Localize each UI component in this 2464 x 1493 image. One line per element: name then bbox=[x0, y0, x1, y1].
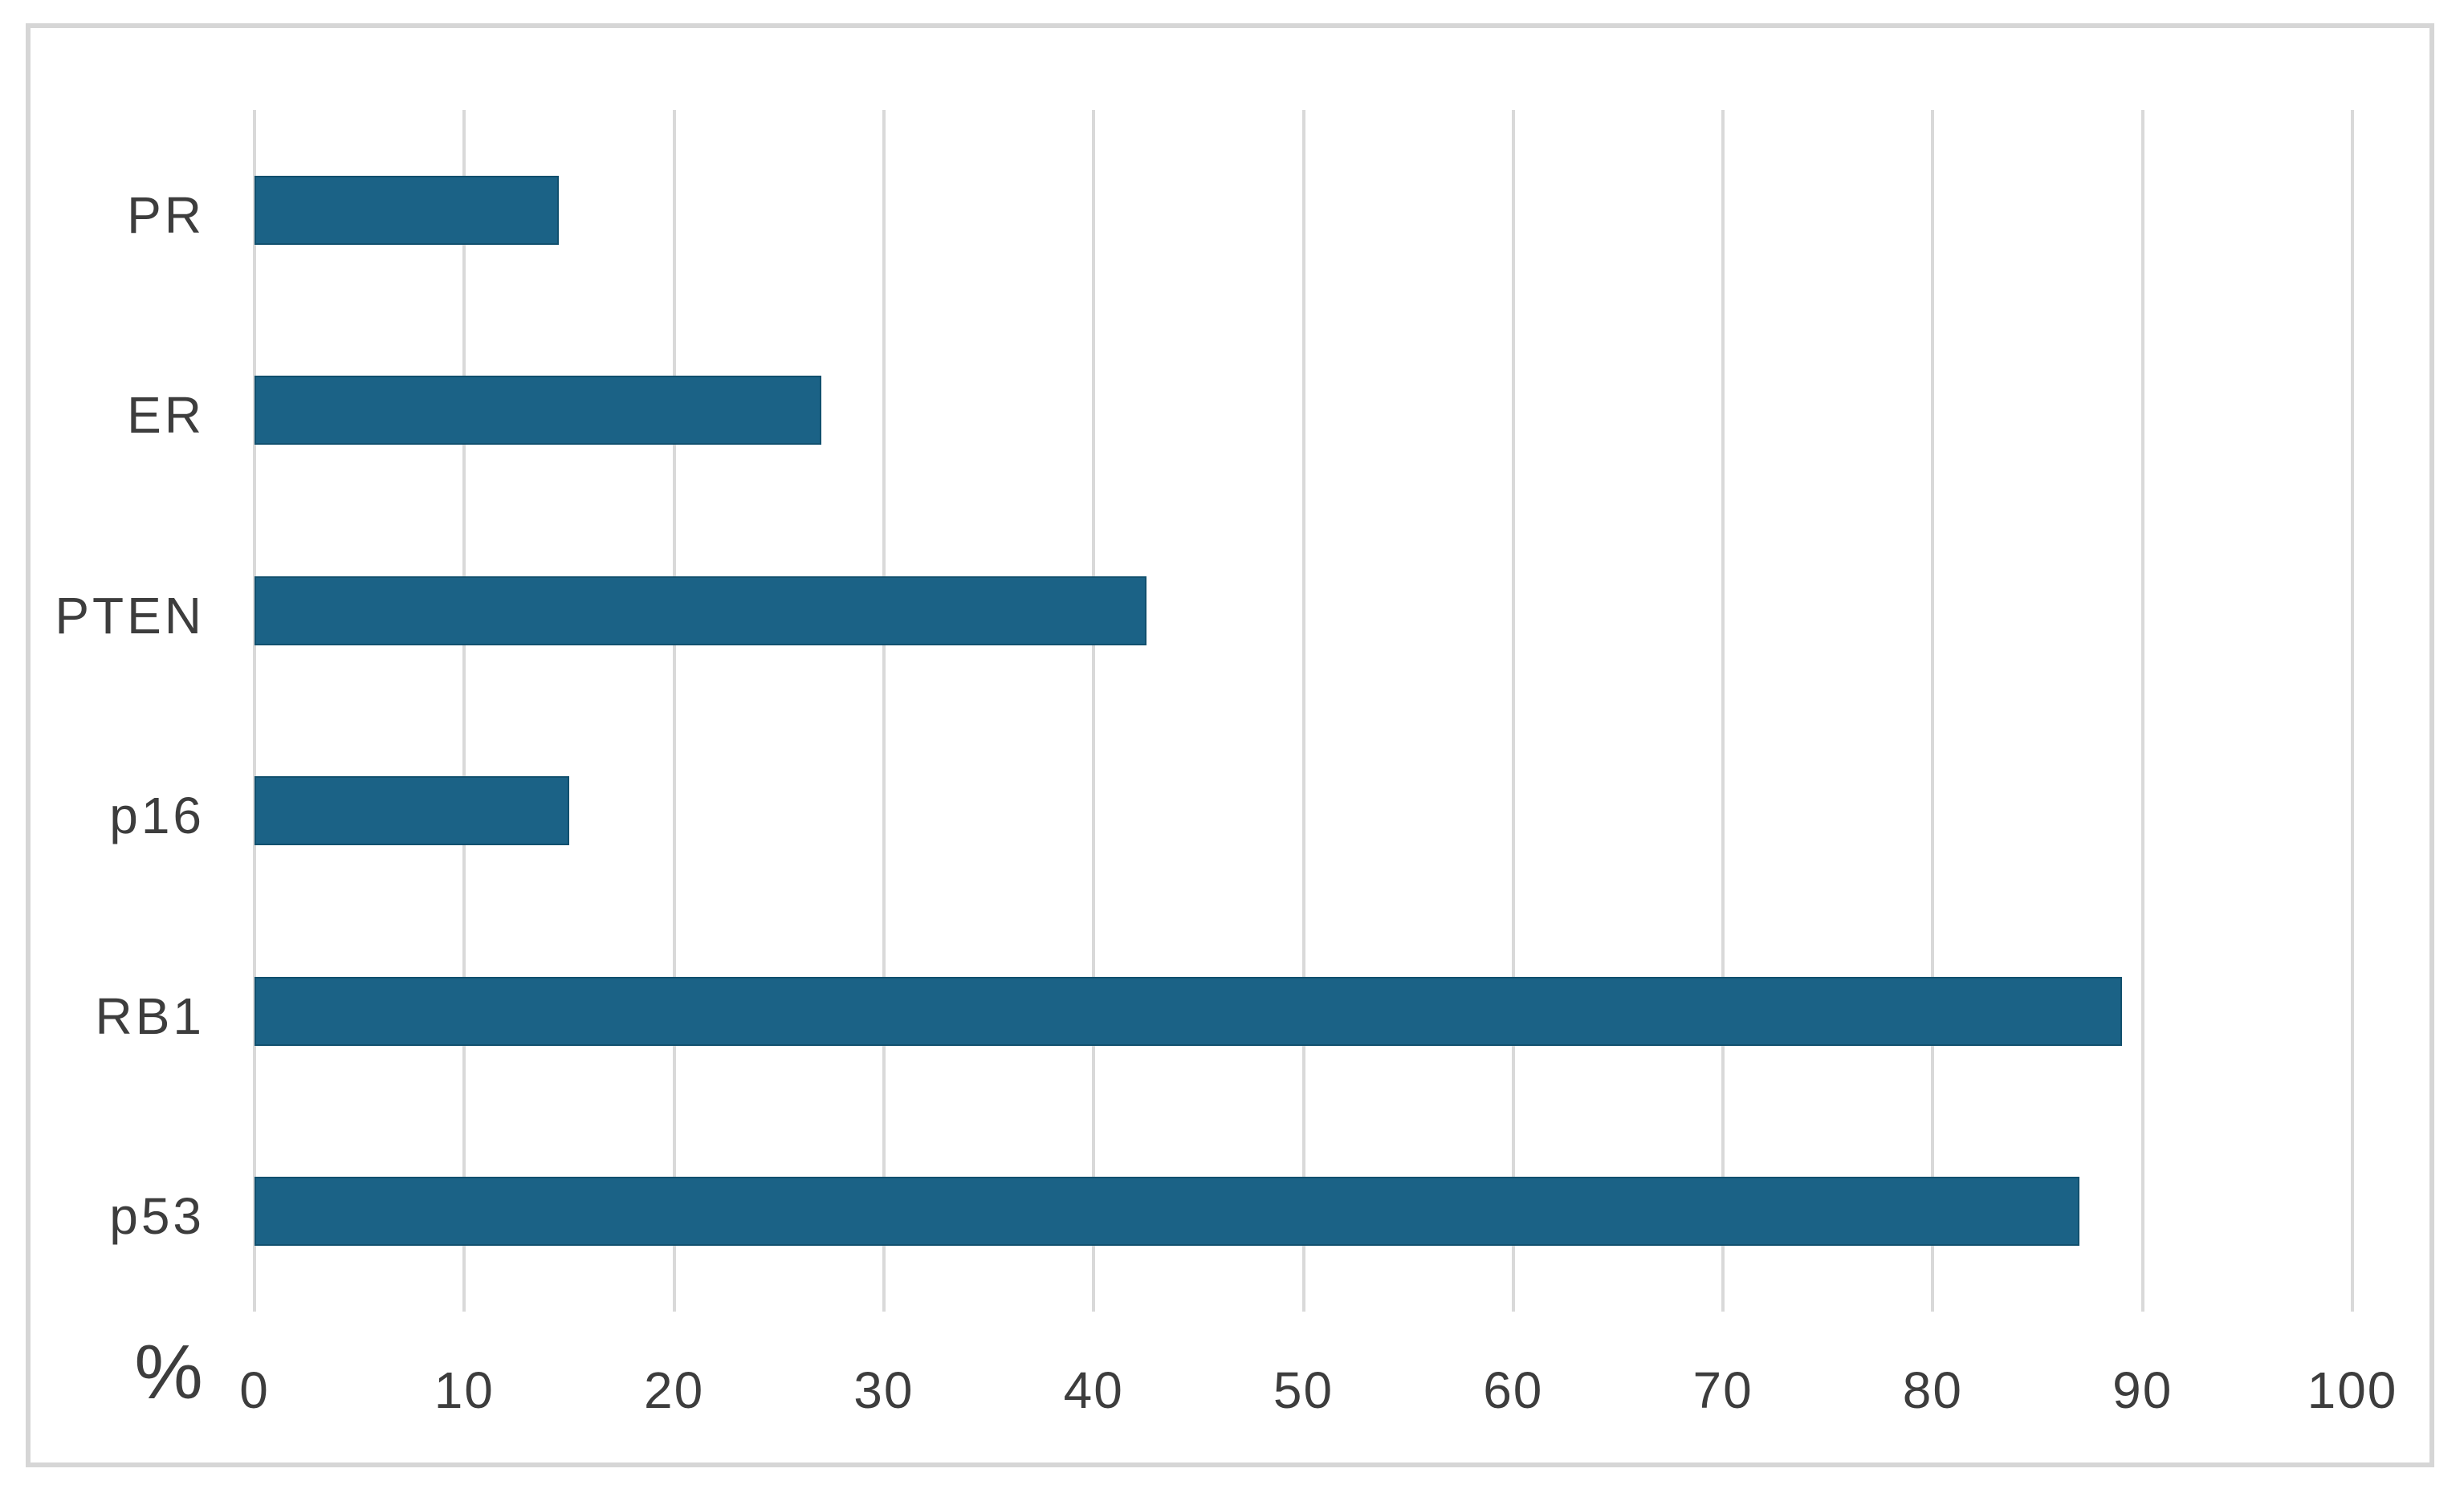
gridline-20 bbox=[672, 110, 676, 1312]
gridline-90 bbox=[2140, 110, 2144, 1312]
category-label-PTEN: PTEN bbox=[55, 586, 205, 645]
x-tick-label-70: 70 bbox=[1692, 1361, 1753, 1419]
chart-frame-border bbox=[26, 23, 2434, 1467]
gridline-60 bbox=[1511, 110, 1515, 1312]
gridline-80 bbox=[1931, 110, 1935, 1312]
x-tick-label-80: 80 bbox=[1902, 1361, 1963, 1419]
x-tick-label-0: 0 bbox=[239, 1361, 270, 1419]
gridline-50 bbox=[1301, 110, 1305, 1312]
bar-ER bbox=[255, 376, 821, 445]
gridline-70 bbox=[1721, 110, 1725, 1312]
x-tick-label-40: 40 bbox=[1063, 1361, 1124, 1419]
category-label-PR: PR bbox=[127, 185, 205, 244]
x-axis-unit-label: % bbox=[134, 1329, 203, 1415]
gridline-0 bbox=[253, 110, 256, 1312]
x-tick-label-10: 10 bbox=[434, 1361, 495, 1419]
x-tick-label-100: 100 bbox=[2307, 1361, 2398, 1419]
gridline-10 bbox=[462, 110, 466, 1312]
gridline-100 bbox=[2351, 110, 2354, 1312]
category-label-RB1: RB1 bbox=[95, 987, 205, 1045]
bar-p53 bbox=[255, 1177, 2080, 1247]
x-tick-label-60: 60 bbox=[1483, 1361, 1544, 1419]
x-tick-label-50: 50 bbox=[1273, 1361, 1334, 1419]
x-tick-label-20: 20 bbox=[644, 1361, 705, 1419]
bar-PR bbox=[255, 175, 559, 245]
gridline-30 bbox=[882, 110, 886, 1312]
x-tick-label-30: 30 bbox=[853, 1361, 914, 1419]
bar-RB1 bbox=[255, 976, 2122, 1046]
bar-p16 bbox=[255, 776, 569, 846]
category-label-p16: p16 bbox=[109, 787, 205, 845]
x-tick-label-90: 90 bbox=[2112, 1361, 2173, 1419]
category-label-p53: p53 bbox=[109, 1187, 205, 1246]
gridline-40 bbox=[1092, 110, 1096, 1312]
category-label-ER: ER bbox=[127, 386, 205, 445]
bar-PTEN bbox=[255, 576, 1146, 645]
